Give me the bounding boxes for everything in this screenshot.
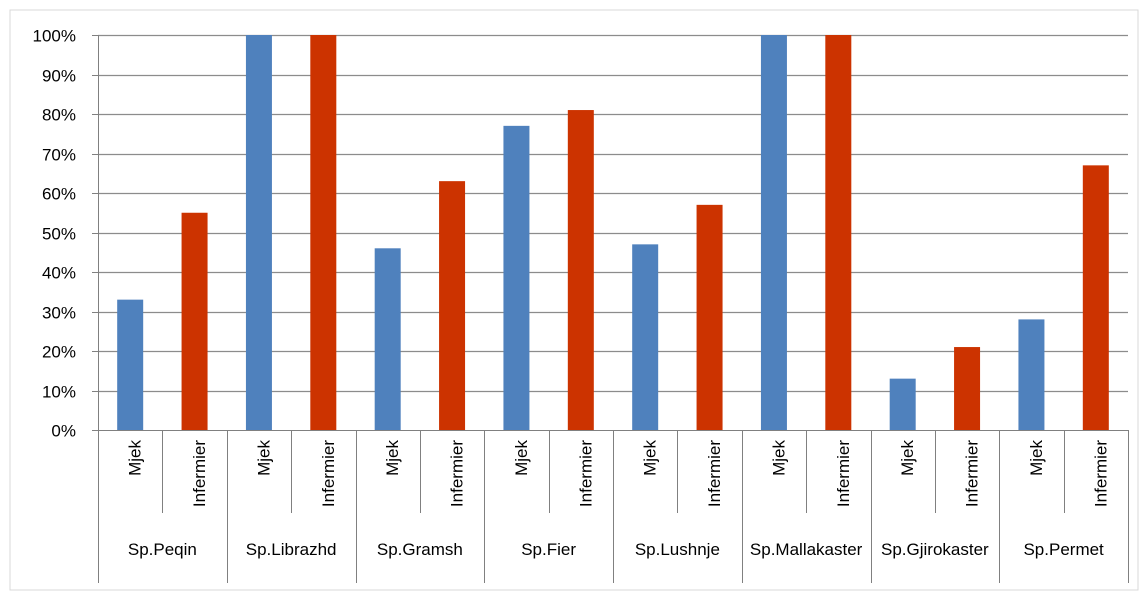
y-tick-label: 20%	[42, 343, 76, 362]
bar-mjek	[374, 248, 401, 430]
bar-infermier	[181, 212, 208, 430]
y-tick-label: 10%	[42, 383, 76, 402]
y-tick-label: 60%	[42, 185, 76, 204]
x-subcategory-label: Infermier	[705, 440, 724, 507]
x-group-label: Sp.Lushnje	[635, 540, 720, 559]
x-group-label: Sp.Permet	[1023, 540, 1104, 559]
bar-mjek	[760, 35, 787, 430]
y-tick-label: 90%	[42, 67, 76, 86]
x-subcategory-label: Infermier	[834, 440, 853, 507]
x-group-label: Sp.Peqin	[128, 540, 197, 559]
y-tick-label: 80%	[42, 106, 76, 125]
bar-mjek	[503, 125, 530, 430]
bar-mjek	[117, 299, 144, 430]
x-subcategory-label: Infermier	[576, 440, 595, 507]
x-subcategory-label: Mjek	[898, 440, 917, 476]
bar-mjek	[245, 35, 272, 430]
y-tick-label: 70%	[42, 146, 76, 165]
bar-infermier	[439, 181, 466, 430]
x-subcategory-label: Mjek	[126, 440, 145, 476]
x-subcategory-label: Infermier	[190, 440, 209, 507]
x-group-label: Sp.Fier	[521, 540, 576, 559]
bar-mjek	[1018, 319, 1045, 430]
y-tick-label: 100%	[33, 27, 76, 46]
x-group-label: Sp.Gramsh	[377, 540, 463, 559]
x-subcategory-label: Mjek	[254, 440, 273, 476]
chart-frame	[9, 9, 1139, 591]
x-group-label: Sp.Mallakaster	[750, 540, 863, 559]
x-subcategory-label: Infermier	[963, 440, 982, 507]
x-subcategory-label: Mjek	[641, 440, 660, 476]
y-tick-label: 30%	[42, 304, 76, 323]
bar-mjek	[889, 378, 916, 430]
bar-infermier	[567, 110, 594, 431]
x-subcategory-label: Mjek	[512, 440, 531, 476]
x-subcategory-label: Infermier	[1091, 440, 1110, 507]
y-tick-label: 40%	[42, 264, 76, 283]
bar-infermier	[696, 204, 723, 430]
x-subcategory-label: Infermier	[319, 440, 338, 507]
bar-infermier	[954, 347, 981, 430]
x-subcategory-label: Mjek	[1027, 440, 1046, 476]
bar-infermier	[1082, 165, 1109, 430]
x-subcategory-label: Infermier	[448, 440, 467, 507]
y-tick-label: 0%	[51, 422, 76, 441]
x-group-label: Sp.Librazhd	[246, 540, 337, 559]
bar-mjek	[632, 244, 659, 430]
y-tick-label: 50%	[42, 225, 76, 244]
bar-infermier	[310, 35, 337, 430]
x-subcategory-label: Mjek	[383, 440, 402, 476]
bar-infermier	[825, 35, 852, 430]
x-group-label: Sp.Gjirokaster	[881, 540, 989, 559]
x-subcategory-label: Mjek	[769, 440, 788, 476]
